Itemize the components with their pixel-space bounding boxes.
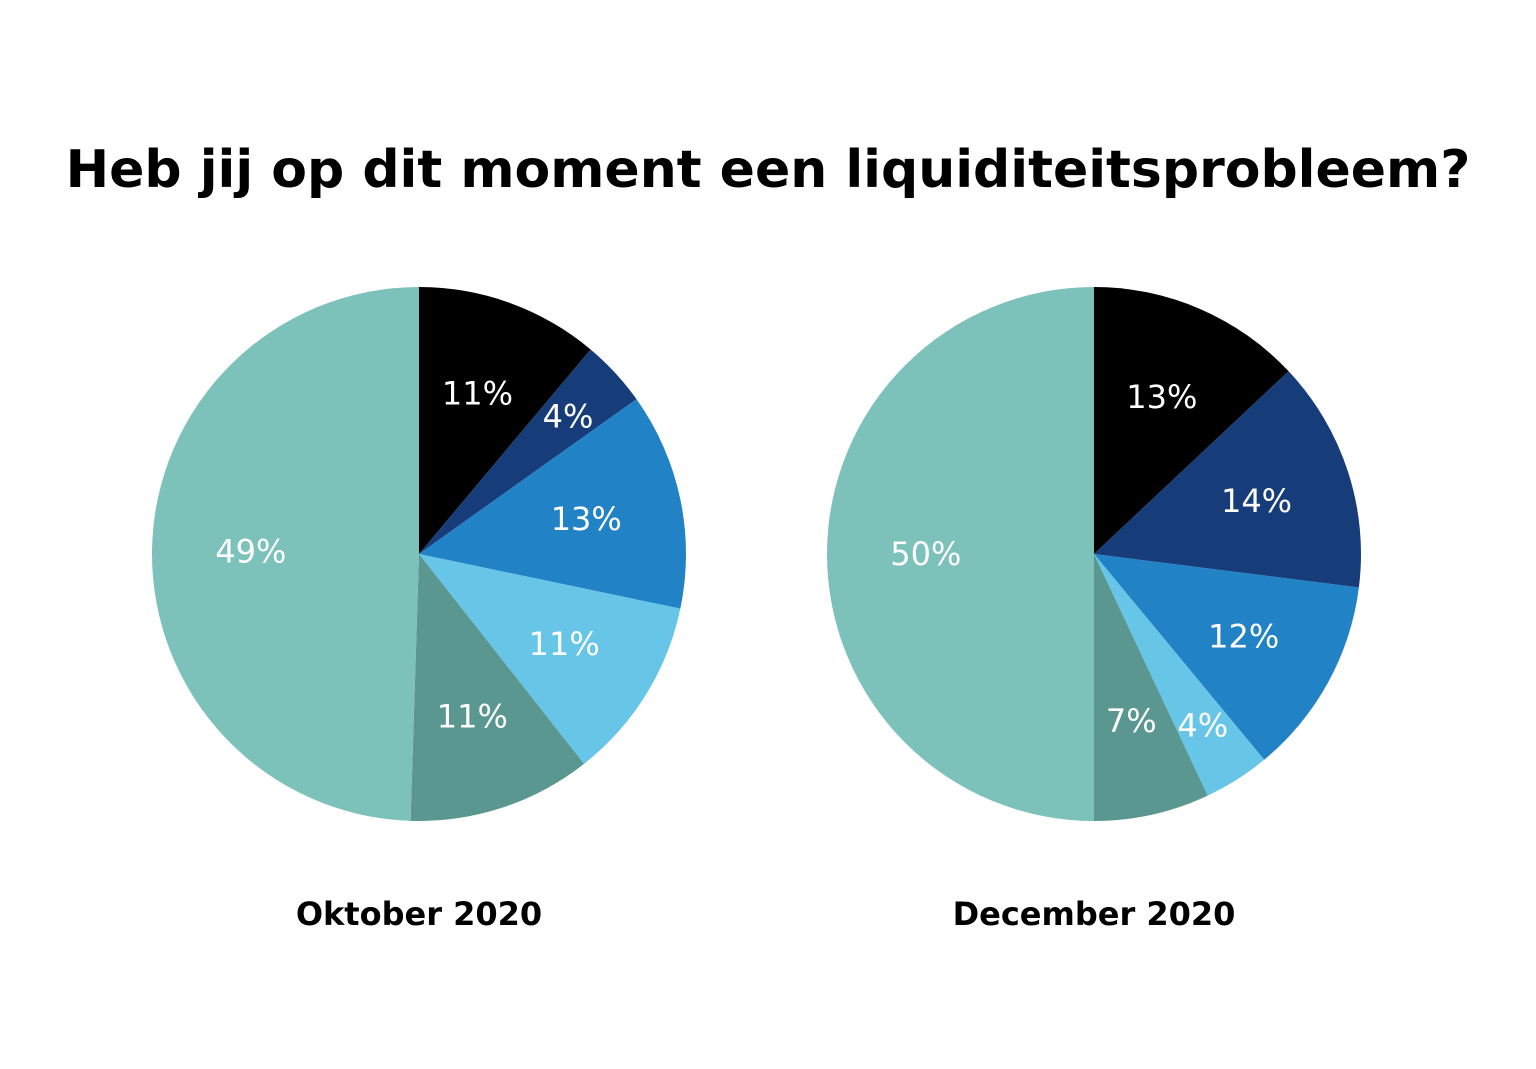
slice-label: 7% — [1106, 702, 1157, 740]
pie-slice — [1094, 287, 1289, 554]
pie-slice — [419, 399, 686, 609]
slice-label: 50% — [890, 535, 961, 573]
slice-label: 4% — [1177, 706, 1228, 744]
pie-chart-december: 13% 14% 12% 4% 7% 50% December 2020 — [827, 287, 1361, 933]
slice-label: 11% — [529, 625, 600, 663]
slice-label: 11% — [437, 697, 508, 735]
slice-label: 49% — [215, 532, 286, 570]
pie-slice — [419, 287, 591, 554]
slice-label: 13% — [1126, 378, 1197, 416]
pie-slice — [827, 287, 1094, 821]
pie-slice — [419, 349, 637, 554]
chart-caption: December 2020 — [953, 895, 1236, 933]
page-title: Heb jij op dit moment een liquiditeitspr… — [65, 140, 1471, 200]
chart-caption: Oktober 2020 — [296, 895, 542, 933]
slice-label: 4% — [543, 397, 594, 435]
pie-slice — [419, 554, 681, 764]
pie-slice — [410, 554, 585, 821]
pie-slice — [1094, 554, 1359, 760]
slice-label: 11% — [442, 374, 513, 412]
pie-slice — [1094, 554, 1208, 821]
pie-slice — [151, 287, 420, 821]
pie-chart-oktober: 11% 4% 13% 11% 11% 49% Oktober 2020 — [151, 287, 686, 933]
slice-label: 14% — [1221, 482, 1292, 520]
slice-label: 12% — [1208, 617, 1279, 655]
pie-slice — [1094, 554, 1265, 796]
pie-slice — [1094, 371, 1361, 588]
slice-label: 13% — [551, 500, 622, 538]
